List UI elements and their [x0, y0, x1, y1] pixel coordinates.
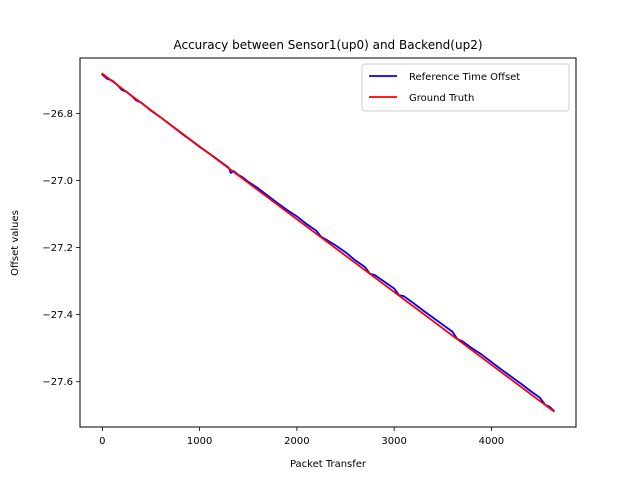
y-tick-label: −27.4: [42, 310, 73, 321]
plot-frame: [79, 57, 577, 428]
y-axis-ticks: −26.8 −27.0 −27.2 −27.4 −27.6: [42, 109, 80, 388]
x-tick-label: 0: [99, 436, 105, 447]
x-axis-ticks: 0 1000 2000 3000 4000: [99, 427, 504, 447]
legend-label-reference-time-offset: Reference Time Offset: [409, 72, 520, 83]
y-tick-label: −27.6: [42, 377, 73, 388]
y-tick-label: −26.8: [42, 109, 73, 120]
y-tick-label: −27.2: [42, 243, 73, 254]
legend-frame: [361, 63, 570, 112]
legend-label-ground-truth: Ground Truth: [409, 93, 474, 104]
chart-title: Accuracy between Sensor1(up0) and Backen…: [173, 38, 482, 52]
x-tick-label: 3000: [381, 436, 406, 447]
y-axis-label: Offset values: [10, 210, 21, 276]
legend: Reference Time Offset Ground Truth: [361, 63, 570, 112]
x-tick-label: 2000: [284, 436, 309, 447]
series-line-ground-truth: [101, 72, 555, 413]
y-tick-label: −27.0: [42, 176, 73, 187]
x-tick-label: 1000: [187, 436, 212, 447]
x-tick-label: 4000: [479, 436, 504, 447]
plot-area: [79, 57, 577, 428]
x-axis-label: Packet Transfer: [290, 459, 367, 470]
series-layer: [101, 72, 555, 413]
